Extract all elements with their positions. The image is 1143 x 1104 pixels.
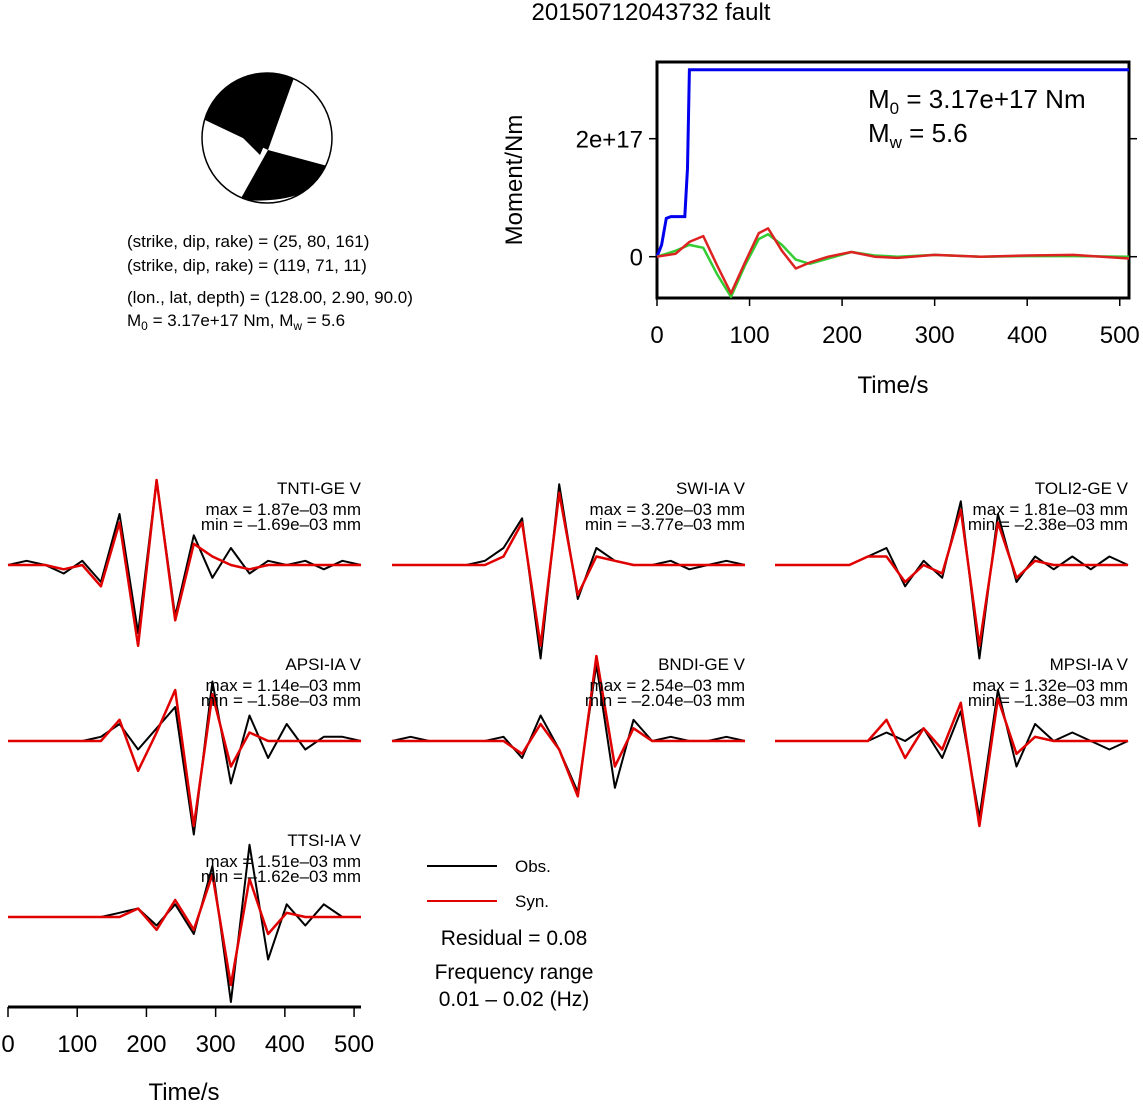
moment-x-tick-label: 200 — [822, 322, 862, 349]
moment-y-tick-label: 0 — [630, 245, 643, 272]
waveform-x-tick-label: 200 — [126, 1031, 166, 1058]
location-text: (lon., lat, depth) = (128.00, 2.90, 90.0… — [127, 288, 413, 307]
station-name: TTSI-IA V — [287, 831, 361, 850]
waveform-x-tick-label: 400 — [265, 1031, 305, 1058]
station-name: TNTI-GE V — [277, 479, 362, 498]
moment-series-line — [655, 68, 1129, 258]
frequency-range: 0.01 – 0.02 (Hz) — [439, 988, 590, 1011]
station-min: min = –1.58e–03 mm — [201, 691, 361, 710]
station-max: max = 2.54e–03 mm — [590, 676, 745, 695]
station-name: BNDI-GE V — [658, 655, 746, 674]
nodal-plane-2: (strike, dip, rake) = (119, 71, 11) — [127, 256, 367, 275]
legend-syn-label: Syn. — [515, 892, 549, 911]
moment-text: M0 = 3.17e+17 Nm, Mw = 5.6 — [127, 311, 345, 333]
station-min: min = –1.62e–03 mm — [201, 867, 361, 886]
figure-title: 20150712043732 fault — [532, 0, 771, 26]
moment-y-tick-label: 2e+17 — [576, 127, 643, 154]
residual-text: Residual = 0.08 — [441, 927, 588, 950]
station-min: min = –2.38e–03 mm — [968, 515, 1128, 534]
waveform-x-tick-label: 500 — [334, 1031, 374, 1058]
waveform-x-tick-label: 100 — [57, 1031, 97, 1058]
waveform-x-label: Time/s — [148, 1079, 219, 1104]
synthetic-trace — [8, 873, 361, 987]
station-name: APSI-IA V — [285, 655, 361, 674]
m0-annotation: M0 = 3.17e+17 Nm — [868, 84, 1086, 118]
frequency-title: Frequency range — [435, 961, 594, 984]
station-min: min = –2.04e–03 mm — [585, 691, 745, 710]
waveform-time-axis: 0 100 200 300 400 500 Time/s — [1, 1005, 374, 1104]
legend-obs-label: Obs. — [515, 857, 551, 876]
moment-x-tick-label: 0 — [650, 322, 663, 349]
synthetic-trace — [8, 478, 361, 648]
beachball-icon — [201, 72, 333, 204]
moment-rate-chart: 0 100 200 300 400 500 0 2e+17 Time/s Moment/Nm… — [501, 60, 1140, 399]
synthetic-trace — [392, 654, 745, 798]
mw-annotation: Mw = 5.6 — [868, 118, 968, 152]
station-max: max = 1.51e–03 mm — [206, 852, 361, 871]
moment-x-tick-label: 300 — [915, 322, 955, 349]
station-max: max = 1.81e–03 mm — [973, 500, 1128, 519]
moment-plot-frame — [655, 60, 1131, 300]
moment-x-tick-label: 400 — [1007, 322, 1047, 349]
station-name: TOLI2-GE V — [1035, 479, 1129, 498]
station-min: min = –3.77e–03 mm — [585, 515, 745, 534]
station-name: MPSI-IA V — [1050, 655, 1129, 674]
synthetic-trace — [8, 688, 361, 828]
station-min: min = –1.69e–03 mm — [201, 515, 361, 534]
waveform-x-tick-label: 300 — [196, 1031, 236, 1058]
synthetic-trace — [392, 491, 745, 648]
waveform-x-tick-label: 0 — [1, 1031, 14, 1058]
station-max: max = 3.20e–03 mm — [590, 500, 745, 519]
moment-x-label: Time/s — [857, 372, 928, 399]
observed-trace — [7, 479, 362, 634]
moment-rate-series-line — [656, 227, 1130, 295]
station-max: max = 1.87e–03 mm — [206, 500, 361, 519]
synthetic-trace — [775, 508, 1128, 648]
moment-x-tick-label: 500 — [1100, 322, 1140, 349]
station-max: max = 1.32e–03 mm — [973, 676, 1128, 695]
station-min: min = –1.38e–03 mm — [968, 691, 1128, 710]
moment-x-tick-label: 100 — [730, 322, 770, 349]
synthetic-trace — [775, 697, 1128, 828]
station-max: max = 1.14e–03 mm — [206, 676, 361, 695]
legend: Obs. Syn. — [427, 857, 551, 911]
station-name: SWI-IA V — [676, 479, 746, 498]
nodal-plane-1: (strike, dip, rake) = (25, 80, 161) — [127, 232, 369, 251]
moment-y-label: Moment/Nm — [501, 115, 528, 246]
